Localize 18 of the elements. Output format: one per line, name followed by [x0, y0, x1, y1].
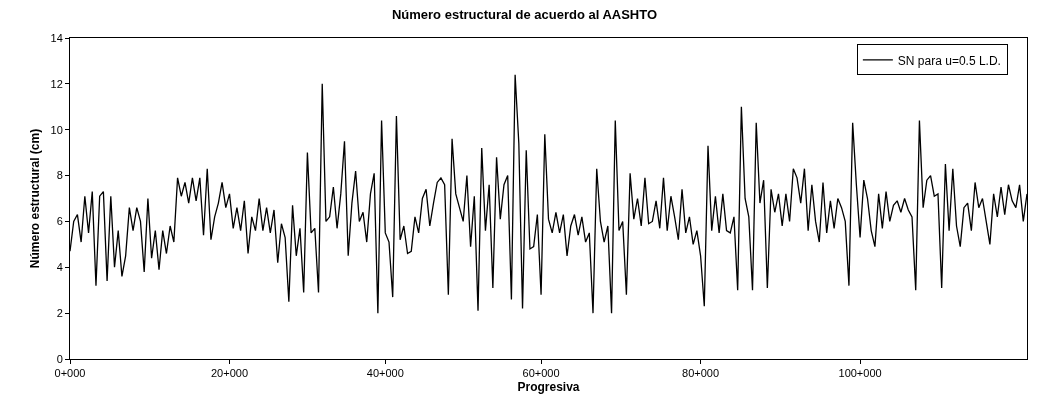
- x-tick-label: 0+000: [54, 367, 86, 380]
- chart-title: Número estructural de acuerdo al AASHTO: [391, 7, 658, 23]
- x-tick-label: 80+000: [682, 367, 720, 380]
- x-tick-label: 20+000: [210, 367, 249, 380]
- y-axis-title: Número estructural (cm): [27, 128, 42, 269]
- y-tick-label: 2: [56, 306, 63, 319]
- legend-label: SN para u=0.5 L.D.: [897, 53, 1001, 68]
- y-tick-label: 10: [50, 123, 63, 136]
- y-tick-label: 6: [56, 215, 63, 228]
- x-tick-label: 40+000: [366, 367, 404, 380]
- x-axis-title: Progresiva: [517, 380, 580, 395]
- x-tick-label: 100+000: [838, 367, 882, 380]
- y-tick-label: 4: [56, 261, 63, 274]
- y-tick-label: 8: [56, 169, 63, 182]
- y-tick-label: 14: [50, 31, 63, 44]
- x-tick-label: 60+000: [522, 367, 560, 380]
- y-tick-label: 12: [50, 77, 63, 90]
- y-tick-label: 0: [56, 352, 63, 365]
